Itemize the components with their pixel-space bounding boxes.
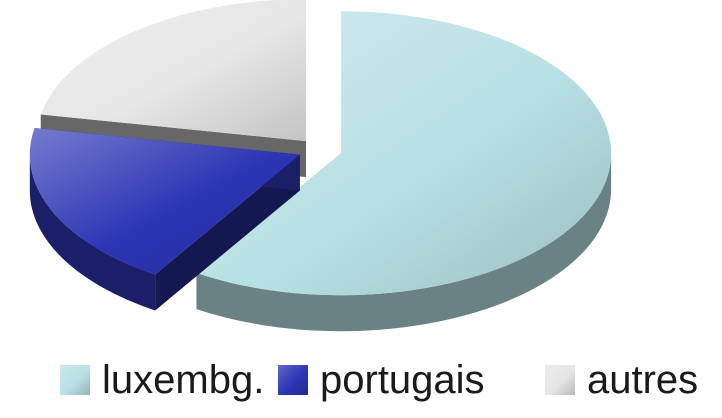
pie-slice-portugais-rim (29, 154, 156, 311)
legend-item-luxembg[interactable]: luxembg. (60, 350, 264, 410)
pie-chart (29, 0, 612, 332)
legend-label-portugais: portugais (320, 357, 485, 402)
pie-slice-autres-top (40, 0, 306, 142)
legend-swatch-portugais (278, 365, 308, 395)
pie-slice-portugais[interactable] (29, 127, 300, 311)
pie-slice-luxembg[interactable] (196, 11, 612, 332)
legend-item-portugais[interactable]: portugais (278, 350, 485, 410)
legend-swatch-luxembg (60, 365, 90, 395)
legend-swatch-autres (545, 365, 575, 395)
legend-label-luxembg: luxembg. (102, 357, 265, 402)
pie-slice-portugais-top (29, 127, 300, 275)
legend-item-autres[interactable]: autres (545, 350, 698, 410)
legend-label-autres: autres (587, 357, 699, 402)
legend: luxembg. portugais autres (0, 350, 722, 410)
pie-slice-luxembg-top (196, 11, 612, 296)
pie-slice-portugais-wall (155, 154, 300, 311)
pie-slice-luxembg-rim (196, 153, 612, 332)
